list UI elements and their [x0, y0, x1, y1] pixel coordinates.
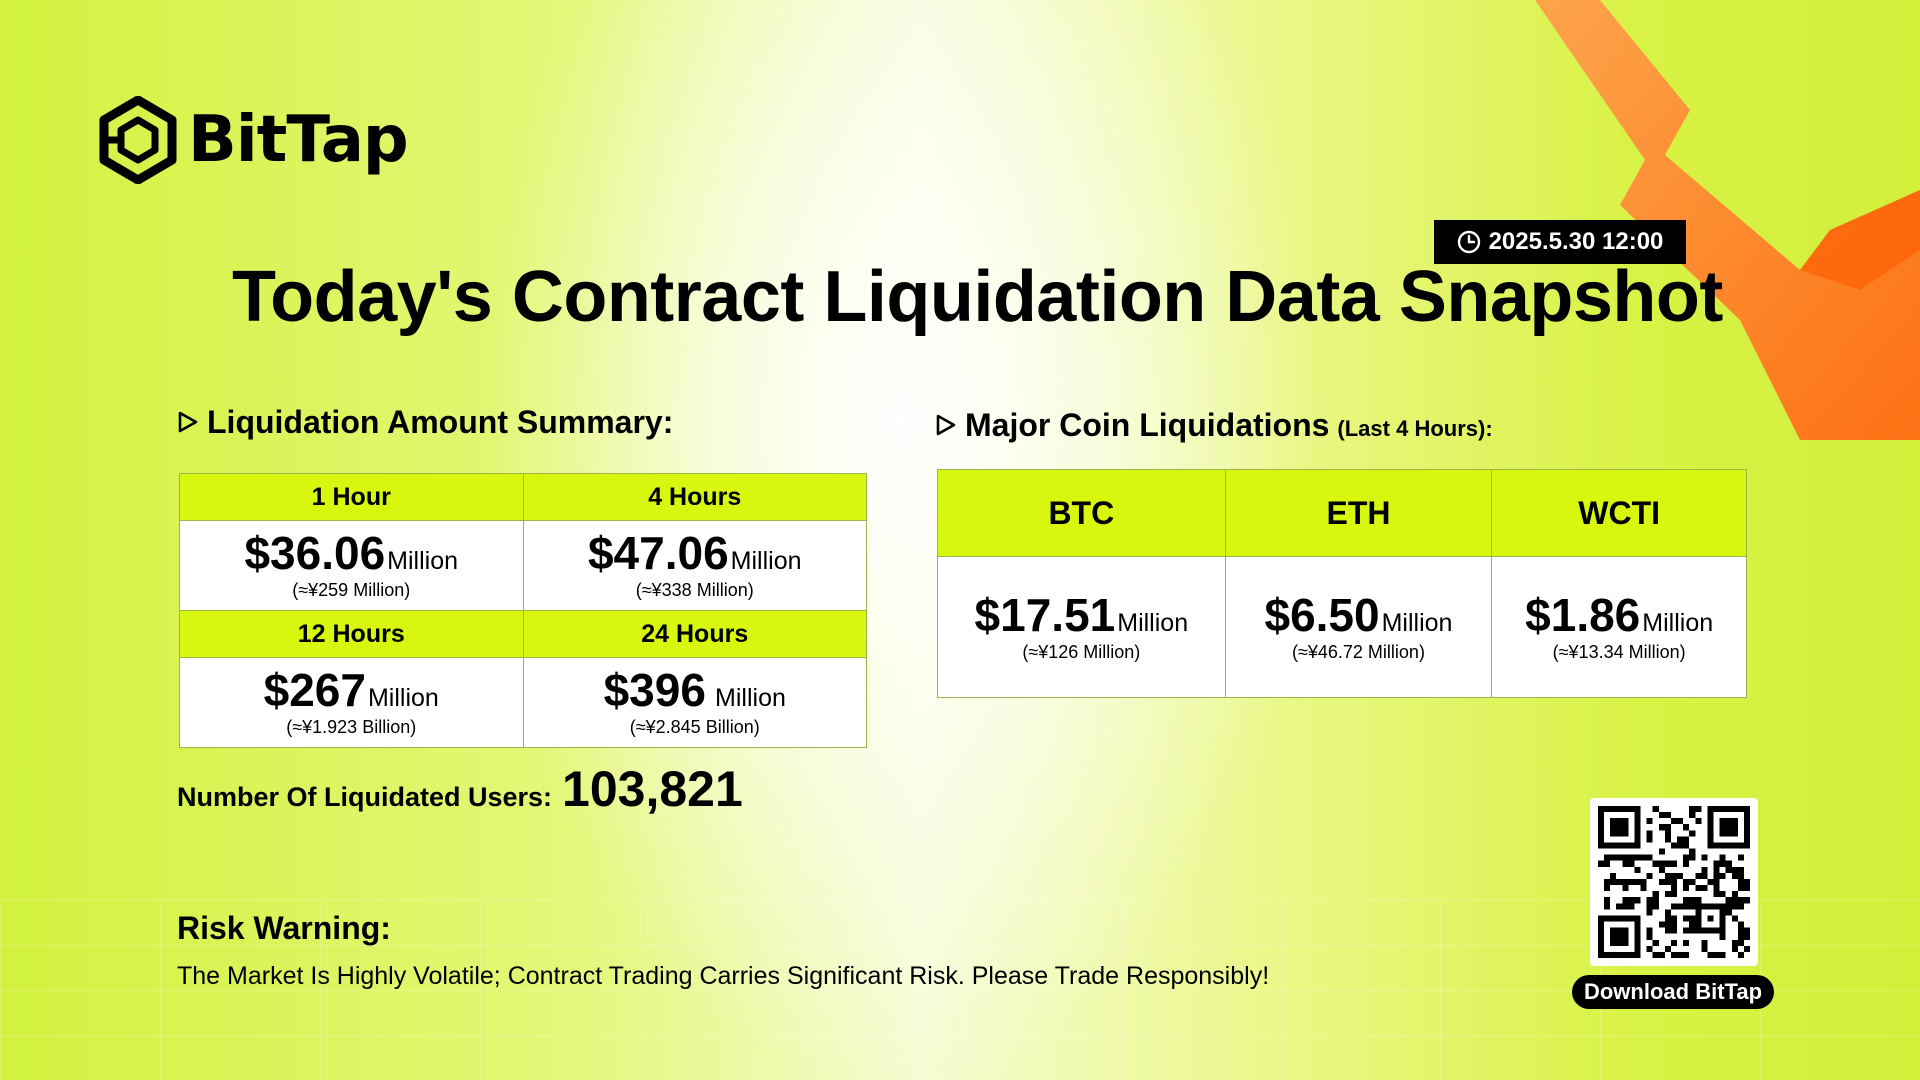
coin-header-eth: ETH [1224, 469, 1493, 557]
liquidated-users: Number Of Liquidated Users: 103,821 [177, 760, 743, 818]
coin-value-wcti: $1.86 Million (≈¥13.34 Million) [1491, 556, 1747, 698]
coin-value-btc: $17.51 Million (≈¥126 Million) [937, 556, 1226, 698]
liquidated-users-label: Number Of Liquidated Users: [177, 782, 553, 812]
down-arrow-decoration [1535, 0, 1920, 440]
liquidation-summary-table: 1 Hour 4 Hours $36.06 Million (≈¥259 Mill… [179, 473, 867, 748]
liquidated-users-count: 103,821 [562, 761, 743, 817]
brand-name: BitTap [188, 103, 409, 177]
summary-header-24h: 24 Hours [522, 610, 867, 658]
coin-header-btc: BTC [937, 469, 1226, 557]
download-bittap-button[interactable]: Download BitTap [1572, 975, 1774, 1009]
summary-value-4h: $47.06 Million (≈¥338 Million) [522, 520, 867, 611]
download-qr-code[interactable] [1590, 798, 1758, 966]
clock-icon [1457, 230, 1480, 254]
summary-header-1h: 1 Hour [179, 473, 524, 521]
risk-warning-text: The Market Is Highly Volatile; Contract … [177, 962, 1270, 990]
play-triangle-icon [178, 411, 198, 433]
coin-value-eth: $6.50 Million (≈¥46.72 Million) [1224, 556, 1493, 698]
summary-value-1h: $36.06 Million (≈¥259 Million) [179, 520, 524, 611]
play-triangle-icon [936, 414, 956, 436]
timestamp-text: 2025.5.30 12:00 [1488, 228, 1664, 255]
coins-heading: Major Coin Liquidations (Last 4 Hours): [935, 407, 1493, 444]
hexagon-logo-icon [99, 96, 177, 184]
summary-value-12h: $267 Million (≈¥1.923 Billion) [179, 657, 524, 748]
risk-warning-title: Risk Warning: [177, 910, 391, 946]
summary-heading: Liquidation Amount Summary: [177, 404, 673, 441]
summary-header-4h: 4 Hours [522, 473, 867, 521]
timestamp-badge: 2025.5.30 12:00 [1434, 220, 1686, 264]
summary-value-24h: $396 Million (≈¥2.845 Billion) [522, 657, 867, 748]
coin-header-wcti: WCTI [1491, 469, 1747, 557]
brand-logo: BitTap [98, 96, 409, 184]
summary-header-12h: 12 Hours [179, 610, 524, 658]
major-coins-table: BTC ETH WCTI $17.51 Million (≈¥126 Millio… [937, 469, 1747, 698]
page-title: Today's Contract Liquidation Data Snapsh… [232, 257, 1723, 337]
qr-code-icon [1598, 806, 1750, 958]
